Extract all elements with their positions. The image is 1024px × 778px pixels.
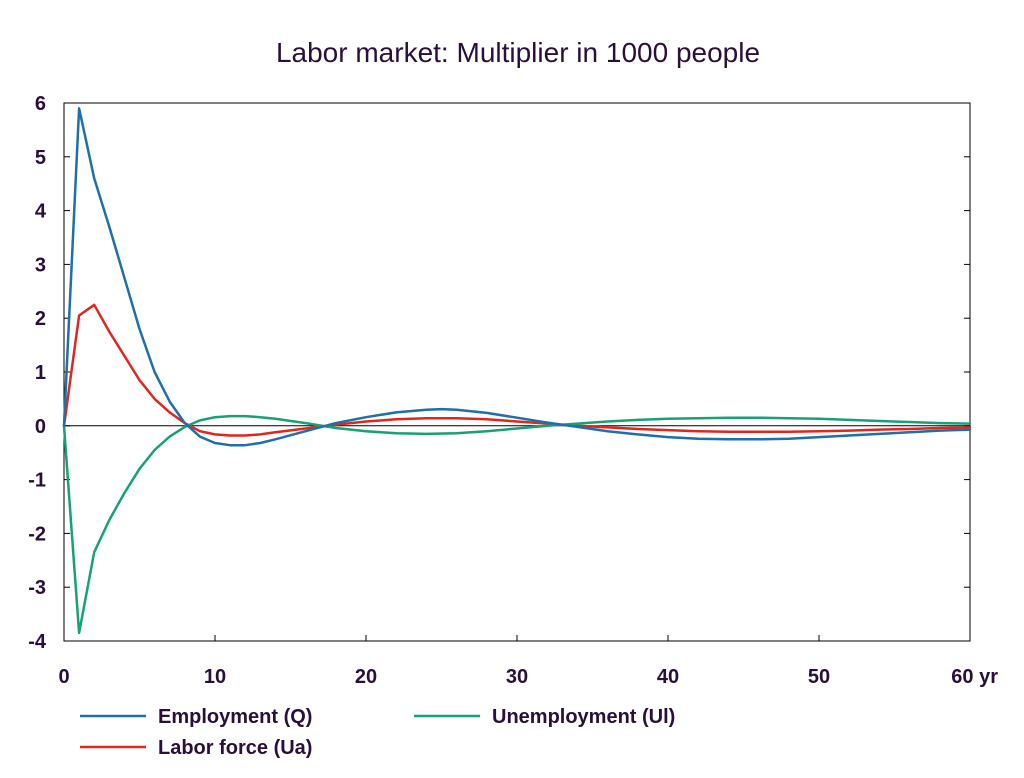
x-tick-label: 60 yr — [951, 666, 998, 688]
x-tick-label: 40 — [657, 666, 679, 688]
x-tick-label: 50 — [808, 666, 830, 688]
legend-label-unemployment-ul: Unemployment (Ul) — [492, 706, 675, 728]
x-tick-label: 20 — [355, 666, 377, 688]
legend-label-employment-q: Employment (Q) — [158, 706, 312, 728]
legend: Employment (Q) Unemployment (Ul) Labor for… — [80, 706, 675, 759]
y-tick-label: 2 — [35, 308, 46, 330]
y-tick-label: 5 — [35, 147, 46, 169]
x-tick-label: 10 — [204, 666, 226, 688]
legend-label-labor-force-ua: Labor force (Ua) — [158, 737, 312, 759]
series-line-unemployment-ul — [62, 414, 972, 635]
y-axis: 6 5 4 3 2 1 0 -1 -2 -3 -4 — [28, 93, 970, 653]
y-tick-label: -1 — [28, 470, 46, 492]
x-axis: 0 10 20 30 40 50 60 yr — [58, 635, 998, 688]
x-tick-label: 0 — [58, 666, 69, 688]
x-tick-label: 30 — [506, 666, 528, 688]
y-tick-label: -3 — [28, 577, 46, 599]
series-layer — [62, 107, 972, 635]
y-tick-label: -2 — [28, 523, 46, 545]
series-line-employment-q — [62, 107, 972, 447]
y-tick-label: 0 — [35, 416, 46, 438]
y-tick-label: 3 — [35, 254, 46, 276]
y-tick-label: 4 — [35, 201, 47, 223]
series-line-labor-force-ua — [62, 303, 972, 437]
y-tick-label: 6 — [35, 93, 46, 115]
chart-title: Labor market: Multiplier in 1000 people — [276, 37, 760, 68]
y-tick-label: 1 — [35, 362, 46, 384]
y-tick-label: -4 — [28, 631, 47, 653]
plot-frame — [63, 102, 971, 642]
